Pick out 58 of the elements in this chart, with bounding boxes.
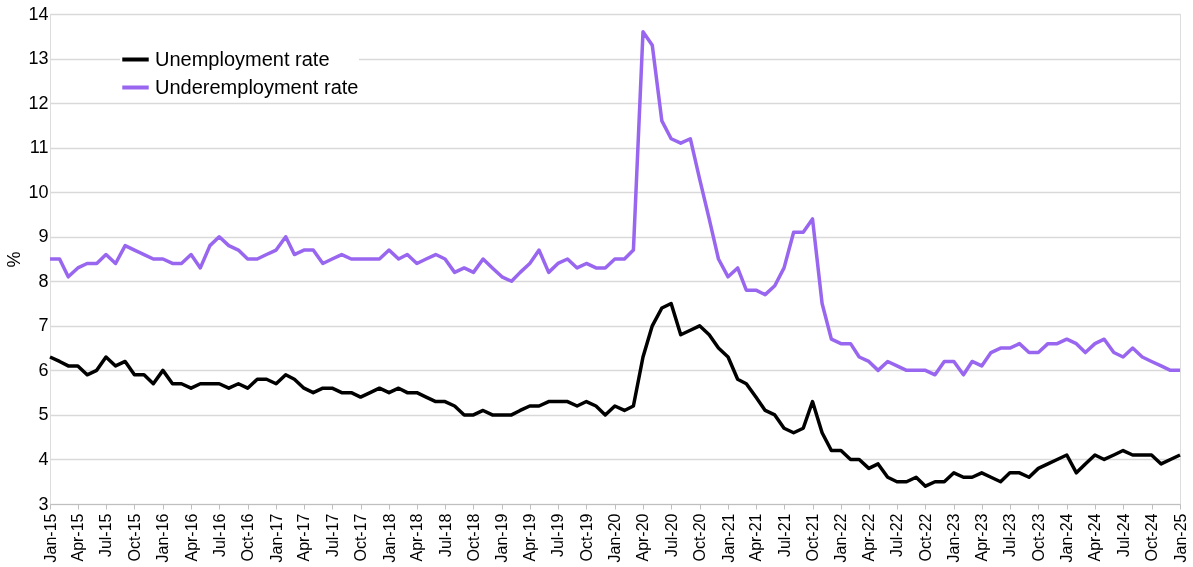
line-series xyxy=(48,301,1182,488)
y-tick-label: 3 xyxy=(38,493,49,514)
x-tick-label: Apr-22 xyxy=(860,513,878,562)
x-tick-label: Oct-17 xyxy=(352,513,370,562)
x-tick-label: Jan-16 xyxy=(154,513,172,563)
x-tick-label: Oct-20 xyxy=(691,513,709,562)
x-tick-label: Apr-16 xyxy=(182,513,200,562)
x-tick-label: Jul-23 xyxy=(1001,513,1019,558)
y-axis-title: % xyxy=(4,251,25,268)
y-tick-label: 7 xyxy=(38,315,49,336)
x-tick-label: Jul-21 xyxy=(775,513,793,558)
x-tick-label: Oct-19 xyxy=(577,513,595,562)
x-tick-label: Jul-24 xyxy=(1114,513,1132,558)
y-tick-label: 8 xyxy=(38,270,49,291)
x-tick-label: Jan-17 xyxy=(267,513,285,563)
x-tick-label: Jul-17 xyxy=(323,513,341,558)
y-tick-label: 10 xyxy=(28,181,49,202)
x-tick-label: Jul-15 xyxy=(97,513,115,558)
y-tick-label: 13 xyxy=(28,48,49,69)
y-tick-label: 11 xyxy=(29,137,49,158)
x-tick-label: Apr-17 xyxy=(295,513,313,562)
y-tick-label: 6 xyxy=(38,359,49,380)
x-tick-label: Apr-23 xyxy=(973,513,991,562)
x-tick-label: Apr-19 xyxy=(521,513,539,562)
y-tick-label: 4 xyxy=(38,448,49,469)
y-tick-label: 12 xyxy=(28,92,49,113)
x-tick-label: Jan-18 xyxy=(380,513,398,563)
x-tick-label: Oct-15 xyxy=(125,513,143,562)
x-tick-label: Apr-21 xyxy=(747,513,765,562)
x-tick-label: Oct-24 xyxy=(1143,513,1161,562)
legend-label: Underemployment rate xyxy=(155,75,359,98)
x-tick-label: Jul-19 xyxy=(549,513,567,558)
x-tick-label: Jul-22 xyxy=(888,513,906,558)
x-tick-label: Apr-18 xyxy=(408,513,426,562)
x-tick-label: Jul-16 xyxy=(210,513,228,558)
x-tick-label: Oct-16 xyxy=(239,513,257,562)
x-tick-label: Jan-20 xyxy=(606,513,624,563)
x-tick-label: Apr-24 xyxy=(1086,513,1104,562)
y-tick-label: 5 xyxy=(38,404,49,425)
x-tick-label: Oct-21 xyxy=(804,513,822,562)
y-tick-label: 9 xyxy=(38,226,49,247)
x-tick-label: Jan-25 xyxy=(1171,513,1189,563)
x-tick-label: Jul-20 xyxy=(662,513,680,558)
x-tick-label: Jan-21 xyxy=(719,513,737,563)
x-tick-label: Jul-18 xyxy=(436,513,454,558)
x-tick-label: Jan-15 xyxy=(41,513,59,563)
legend-label: Unemployment rate xyxy=(155,47,330,70)
x-tick-label: Jan-22 xyxy=(832,513,850,563)
x-tick-label: Jan-24 xyxy=(1058,513,1076,563)
line-series xyxy=(48,30,1182,377)
x-tick-label: Oct-18 xyxy=(464,513,482,562)
x-tick-label: Apr-20 xyxy=(634,513,652,562)
x-tick-label: Oct-23 xyxy=(1029,513,1047,562)
y-tick-label: 14 xyxy=(28,3,49,24)
x-tick-label: Jan-19 xyxy=(493,513,511,563)
x-tick-label: Apr-15 xyxy=(69,513,87,562)
x-tick-label: Jan-23 xyxy=(945,513,963,563)
x-tick-label: Oct-22 xyxy=(916,513,934,562)
